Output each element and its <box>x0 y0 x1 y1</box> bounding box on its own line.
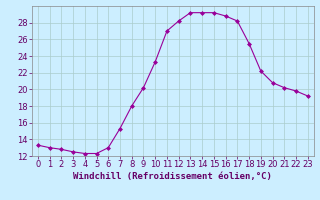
X-axis label: Windchill (Refroidissement éolien,°C): Windchill (Refroidissement éolien,°C) <box>73 172 272 181</box>
